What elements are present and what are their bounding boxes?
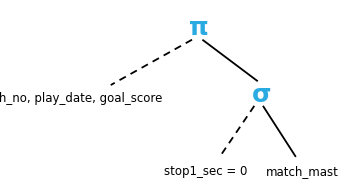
Text: π: π [189,16,209,40]
Text: stop1_sec = 0: stop1_sec = 0 [164,166,247,178]
Text: match_no, play_date, goal_score: match_no, play_date, goal_score [0,92,162,105]
Text: match_mast: match_mast [266,166,339,178]
Text: σ: σ [252,83,271,106]
